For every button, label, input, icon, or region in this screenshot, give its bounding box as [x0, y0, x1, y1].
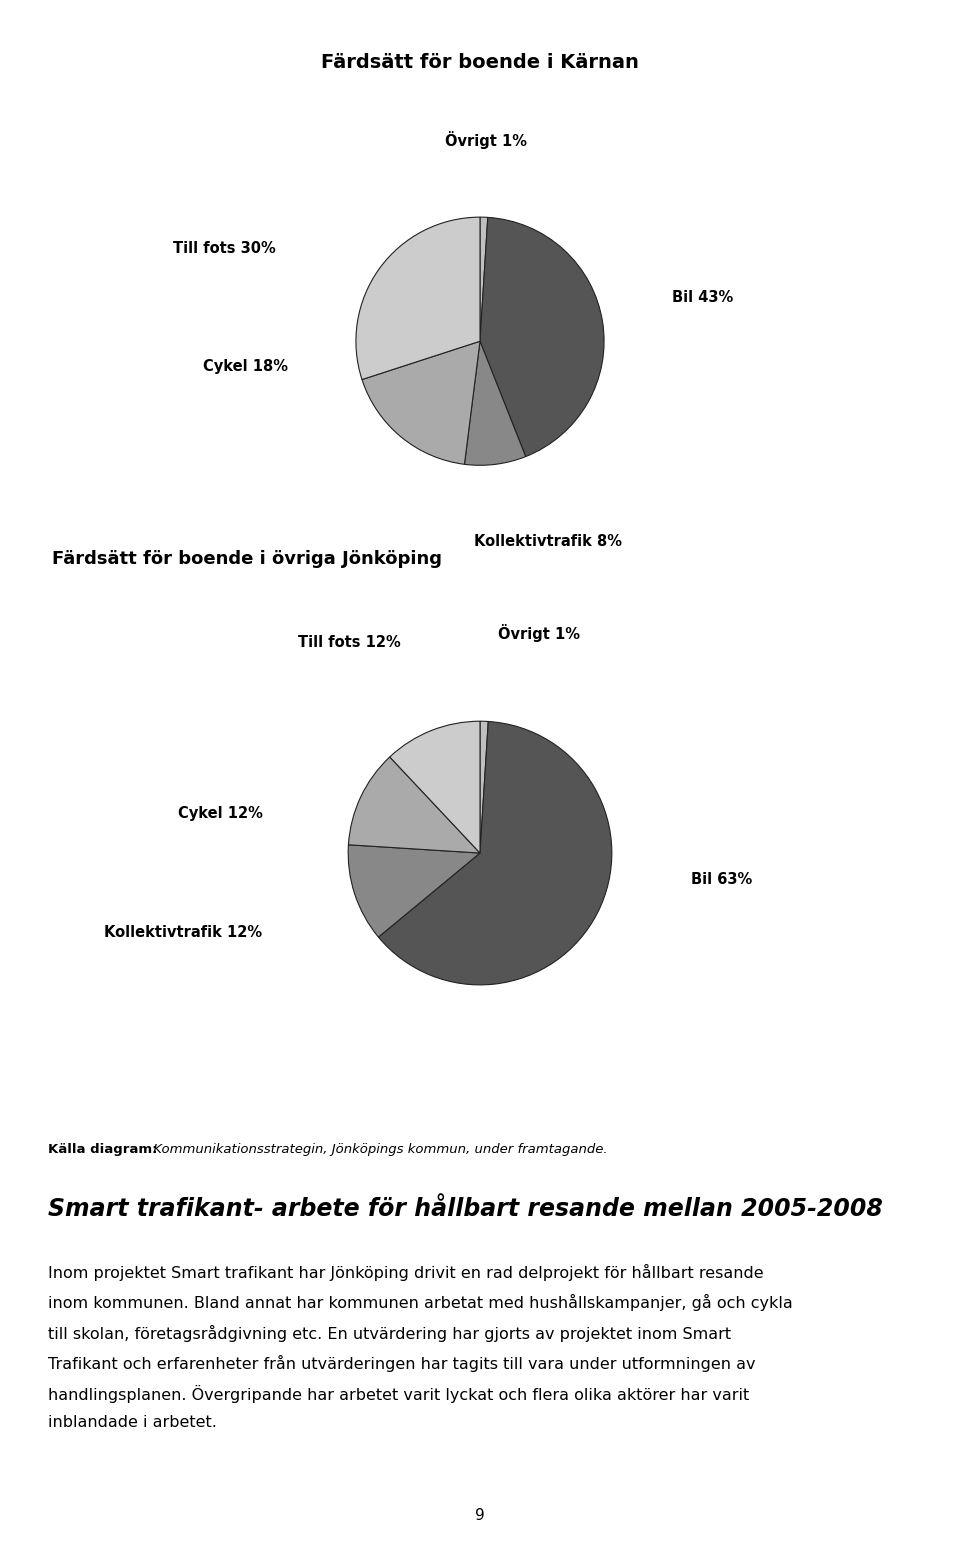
- Wedge shape: [378, 721, 612, 985]
- Text: Trafikant och erfarenheter från utvärderingen har tagits till vara under utformn: Trafikant och erfarenheter från utvärder…: [48, 1356, 756, 1371]
- Text: Smart trafikant- arbete för hållbart resande mellan 2005-2008: Smart trafikant- arbete för hållbart res…: [48, 1197, 883, 1221]
- Text: Cykel 18%: Cykel 18%: [203, 358, 288, 374]
- Wedge shape: [480, 721, 489, 853]
- Text: Övrigt 1%: Övrigt 1%: [445, 130, 527, 149]
- Text: Till fots 30%: Till fots 30%: [173, 240, 276, 256]
- Text: Kommunikationsstrategin, Jönköpings kommun, under framtagande.: Kommunikationsstrategin, Jönköpings komm…: [149, 1143, 608, 1155]
- Text: till skolan, företagsrådgivning etc. En utvärdering har gjorts av projektet inom: till skolan, företagsrådgivning etc. En …: [48, 1325, 732, 1342]
- Text: Övrigt 1%: Övrigt 1%: [498, 624, 581, 642]
- Text: Färdsätt för boende i övriga Jönköping: Färdsätt för boende i övriga Jönköping: [52, 551, 442, 568]
- Wedge shape: [390, 721, 480, 853]
- Text: Kollektivtrafik 8%: Kollektivtrafik 8%: [474, 534, 622, 549]
- Text: Inom projektet Smart trafikant har Jönköping drivit en rad delprojekt för hållba: Inom projektet Smart trafikant har Jönkö…: [48, 1264, 763, 1281]
- Text: Kollektivtrafik 12%: Kollektivtrafik 12%: [105, 924, 262, 940]
- Title: Färdsätt för boende i Kärnan: Färdsätt för boende i Kärnan: [321, 53, 639, 71]
- Wedge shape: [356, 217, 480, 380]
- Text: handlingsplanen. Övergripande har arbetet varit lyckat och flera olika aktörer h: handlingsplanen. Övergripande har arbete…: [48, 1385, 749, 1404]
- Text: Bil 63%: Bil 63%: [691, 872, 753, 887]
- Text: Cykel 12%: Cykel 12%: [178, 807, 262, 820]
- Text: 9: 9: [475, 1508, 485, 1523]
- Wedge shape: [465, 341, 526, 465]
- Text: Källa diagram:: Källa diagram:: [48, 1143, 157, 1155]
- Text: Till fots 12%: Till fots 12%: [299, 634, 401, 650]
- Wedge shape: [348, 757, 480, 853]
- Wedge shape: [480, 217, 604, 456]
- Text: inom kommunen. Bland annat har kommunen arbetat med hushållskampanjer, gå och cy: inom kommunen. Bland annat har kommunen …: [48, 1294, 793, 1311]
- Wedge shape: [480, 217, 488, 341]
- Text: inblandade i arbetet.: inblandade i arbetet.: [48, 1415, 217, 1430]
- Wedge shape: [348, 845, 480, 937]
- Text: Bil 43%: Bil 43%: [672, 290, 733, 306]
- Wedge shape: [362, 341, 480, 464]
